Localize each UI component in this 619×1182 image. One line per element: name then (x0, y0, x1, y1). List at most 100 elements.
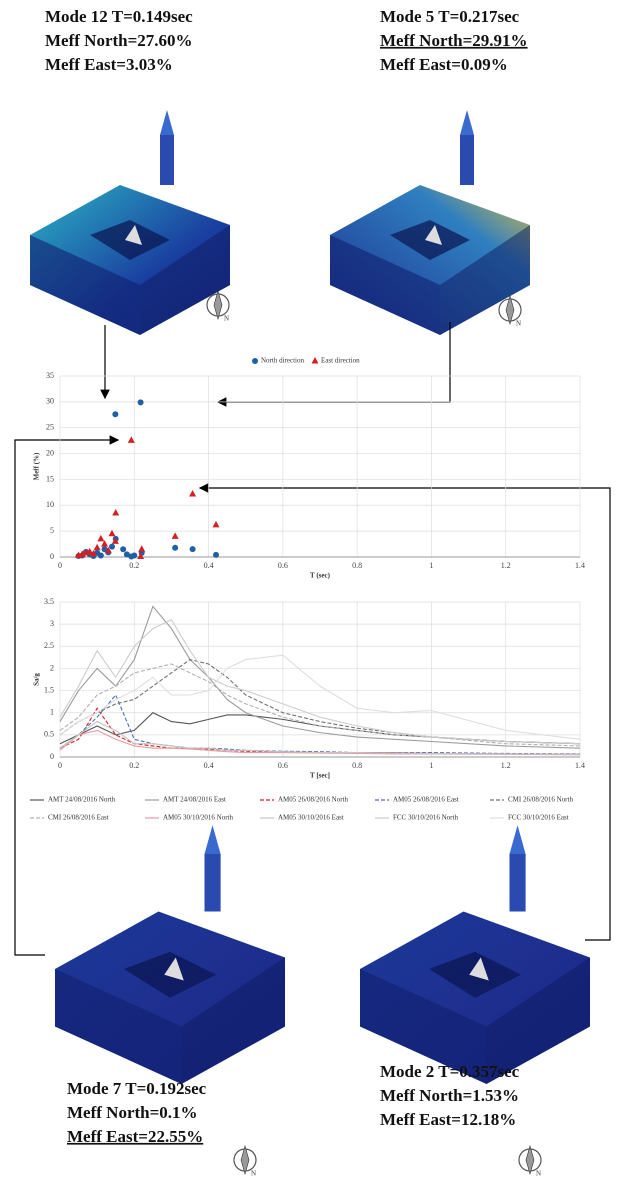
y-tick-label: 35 (46, 371, 54, 380)
mode-label: Mode 2 T=0.357sec Meff North=1.53% Meff … (380, 1062, 520, 1129)
point (213, 552, 219, 558)
mode-title: Mode 7 T=0.192sec (67, 1079, 207, 1098)
mode-title: Mode 12 T=0.149sec (45, 7, 193, 26)
x-tick-label: 1.4 (575, 761, 585, 770)
series-line (60, 620, 580, 744)
arrow (15, 440, 118, 955)
mode-label: Mode 5 T=0.217sec Meff North=29.91% Meff… (380, 7, 528, 74)
x-tick-label: 1 (429, 761, 433, 770)
point (189, 490, 196, 497)
legend: North direction East direction (252, 357, 360, 365)
mode-meff: Meff North=27.60% (45, 31, 193, 50)
x-tick-label: 1 (429, 561, 433, 570)
building-mode-7 (55, 825, 285, 1084)
x-tick-label: 1.2 (501, 761, 511, 770)
y-tick-label: 0 (50, 752, 54, 761)
legend-label: AMT 24/08/2016 North (48, 796, 116, 804)
series-line (60, 664, 580, 746)
point (172, 545, 178, 551)
point (109, 544, 115, 550)
x-tick-label: 0.4 (204, 561, 214, 570)
mode-title: Mode 5 T=0.217sec (380, 7, 520, 26)
point (172, 532, 179, 539)
point (97, 535, 104, 542)
legend-label: CMI 26/08/2016 North (508, 796, 573, 804)
y-tick-label: 20 (46, 448, 54, 457)
legend-swatch (252, 358, 258, 364)
x-axis-title: T (sec) (310, 572, 331, 580)
mode-meff: Meff North=1.53% (380, 1086, 519, 1105)
building-mode-2 (360, 825, 590, 1084)
x-tick-label: 0.6 (278, 561, 288, 570)
building-mode-5 (330, 110, 530, 335)
y-tick-label: 0 (50, 552, 54, 561)
mode-meff: Meff East=12.18% (380, 1110, 516, 1129)
series-line (60, 730, 580, 754)
compass (234, 1146, 256, 1178)
mode-meff: Meff North=0.1% (67, 1103, 198, 1122)
y-tick-label: 3 (50, 619, 54, 628)
point (128, 436, 135, 443)
compass (499, 296, 521, 328)
mode-meff: Meff East=22.55% (67, 1127, 203, 1146)
x-tick-label: 0 (58, 761, 62, 770)
legend: AMT 24/08/2016 North AMT 24/08/2016 East A… (30, 796, 573, 822)
point (98, 552, 104, 558)
y-tick-label: 3.5 (44, 597, 54, 606)
y-axis-title: Meff (%) (33, 452, 41, 480)
mode-meff: Meff North=29.91% (380, 31, 528, 50)
legend-label: AM05 26/08/2016 East (393, 796, 459, 804)
y-tick-label: 2 (50, 663, 54, 672)
point (131, 552, 137, 558)
point (138, 545, 145, 552)
x-axis-title: T [sec] (310, 772, 330, 780)
mode-meff: Meff East=0.09% (380, 55, 508, 74)
legend-label: AMT 24/08/2016 East (163, 796, 226, 804)
legend-label: AM05 30/10/2016 North (163, 814, 234, 822)
mode-title: Mode 2 T=0.357sec (380, 1062, 520, 1081)
y-tick-label: 5 (50, 526, 54, 535)
legend-label: AM05 26/08/2016 North (278, 796, 349, 804)
mode-label: Mode 7 T=0.192sec Meff North=0.1% Meff E… (67, 1079, 207, 1146)
figure-canvas: N Mode 12 T=0.149sec Meff North=27.60% M… (0, 0, 619, 1182)
y-tick-label: 0.5 (44, 730, 54, 739)
x-tick-label: 0.4 (204, 761, 214, 770)
x-tick-label: 0.8 (352, 561, 362, 570)
y-tick-label: 25 (46, 423, 54, 432)
point (112, 411, 118, 417)
legend-label: East direction (321, 357, 360, 365)
mode-meff: Meff East=3.03% (45, 55, 173, 74)
arrow (200, 488, 610, 940)
point (109, 530, 116, 537)
series (75, 436, 219, 559)
y-axis-title: Sa/g (33, 673, 41, 686)
y-tick-label: 1.5 (44, 685, 54, 694)
x-tick-label: 0 (58, 561, 62, 570)
compass (519, 1146, 541, 1178)
legend-swatch (312, 357, 319, 364)
point (94, 544, 101, 551)
point (190, 546, 196, 552)
legend-label: North direction (261, 357, 304, 365)
figure: N Mode 12 T=0.149sec Meff North=27.60% M… (0, 0, 619, 1182)
x-tick-label: 1.4 (575, 561, 585, 570)
point (112, 509, 119, 516)
x-tick-label: 0.2 (129, 561, 139, 570)
point (120, 546, 126, 552)
point (213, 521, 220, 528)
legend-label: FCC 30/10/2016 North (393, 814, 458, 822)
x-tick-label: 0.2 (129, 761, 139, 770)
x-tick-label: 0.6 (278, 761, 288, 770)
y-tick-label: 15 (46, 474, 54, 483)
building-mode-12 (30, 110, 230, 335)
series-line (60, 695, 580, 754)
y-tick-label: 2.5 (44, 641, 54, 650)
point (124, 551, 130, 557)
point (138, 399, 144, 405)
legend-label: CMI 26/08/2016 East (48, 814, 109, 822)
mode-label: Mode 12 T=0.149sec Meff North=27.60% Mef… (45, 7, 193, 74)
y-tick-label: 1 (50, 708, 54, 717)
legend-label: FCC 30/10/2016 East (508, 814, 569, 822)
